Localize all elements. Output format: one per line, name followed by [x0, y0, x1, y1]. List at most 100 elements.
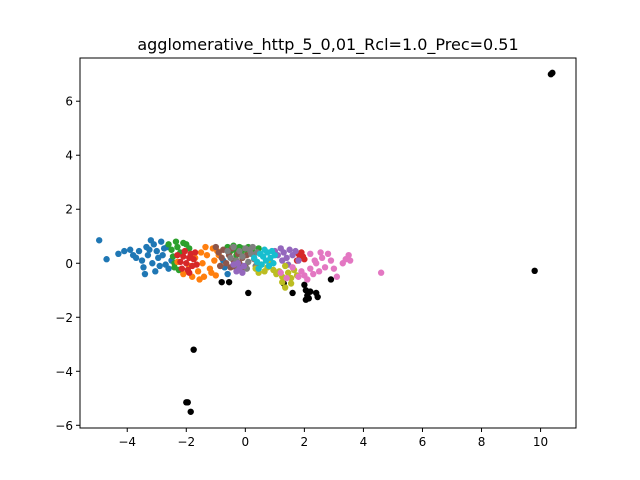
y-tick-label: −4 [55, 365, 73, 379]
data-point [295, 257, 302, 264]
y-tick-label: 2 [65, 203, 73, 217]
series-4 [174, 247, 308, 276]
data-point [333, 273, 341, 280]
data-point [212, 243, 220, 251]
data-point [184, 399, 191, 406]
data-point [281, 262, 289, 270]
data-point [181, 247, 189, 255]
x-tick-label: 6 [419, 435, 427, 449]
data-point [135, 247, 143, 255]
data-point [239, 253, 246, 260]
data-point [174, 243, 181, 251]
x-tick-label: 8 [478, 435, 486, 449]
data-point [295, 273, 302, 280]
data-point [283, 274, 290, 282]
data-point [547, 71, 555, 78]
data-point [121, 247, 128, 255]
data-point [140, 264, 147, 271]
data-point [191, 249, 199, 256]
data-point [289, 264, 296, 271]
data-point [194, 268, 202, 275]
data-point [199, 260, 206, 267]
plot-frame [79, 57, 577, 429]
data-point [115, 250, 122, 258]
data-point [172, 238, 180, 245]
data-point [317, 249, 324, 256]
data-point [314, 293, 321, 301]
y-tick-label: 6 [65, 95, 73, 109]
data-point [178, 265, 186, 272]
data-point [531, 267, 538, 275]
data-point [157, 238, 165, 245]
y-tick-label: −6 [55, 419, 73, 433]
data-point [190, 256, 197, 263]
data-point [280, 249, 287, 256]
data-point [146, 246, 153, 253]
data-point [225, 278, 233, 286]
data-point [190, 346, 197, 353]
data-point [153, 247, 160, 255]
data-point [186, 269, 193, 276]
data-point [289, 289, 296, 297]
data-point [217, 262, 224, 270]
chart-title: agglomerative_http_5_0,01_Rcl=1.0_Prec=0… [137, 35, 518, 55]
data-point [287, 280, 295, 287]
data-point [239, 269, 246, 276]
data-point [227, 254, 234, 262]
data-point [126, 246, 134, 253]
x-tick-label: 10 [533, 435, 548, 449]
data-point [165, 265, 172, 272]
data-point [196, 276, 203, 283]
data-point [327, 257, 335, 264]
data-point [330, 265, 338, 272]
data-point [149, 260, 156, 267]
data-point [218, 254, 225, 262]
data-point [180, 270, 187, 278]
data-point [310, 270, 317, 278]
data-point [346, 257, 354, 264]
data-point [138, 257, 146, 264]
data-point [311, 257, 318, 264]
series-9 [250, 246, 279, 272]
data-point [177, 258, 184, 266]
data-point [187, 408, 194, 415]
data-point [324, 250, 332, 258]
data-point [224, 270, 231, 278]
data-point [202, 243, 209, 251]
data-point [208, 269, 215, 276]
data-point [240, 262, 248, 270]
data-point [174, 251, 181, 259]
data-point [281, 284, 289, 291]
data-point [224, 247, 231, 255]
data-point [180, 253, 187, 260]
data-point [197, 249, 205, 256]
data-point [165, 241, 172, 248]
x-axis-ticks: −4 −2 0 2 4 6 8 10 [118, 428, 548, 449]
data-point [183, 260, 190, 267]
data-point [279, 257, 286, 264]
x-tick-label: 0 [242, 435, 250, 449]
data-point [156, 262, 163, 270]
data-point [230, 243, 237, 251]
x-tick-label: 4 [360, 435, 368, 449]
data-point [218, 278, 225, 286]
data-point [95, 237, 103, 244]
data-point [246, 246, 253, 253]
data-point [292, 247, 299, 255]
data-point [270, 260, 277, 267]
x-tick-label: −4 [118, 435, 136, 449]
data-point [160, 245, 168, 252]
data-point [245, 258, 252, 266]
data-point [150, 241, 158, 248]
data-point [284, 269, 292, 276]
data-point [315, 268, 323, 275]
data-point [222, 260, 230, 267]
data-points [95, 69, 556, 415]
data-point [255, 265, 262, 272]
data-point [141, 270, 149, 278]
data-point [203, 251, 211, 259]
x-tick-label: 2 [301, 435, 309, 449]
data-point [103, 256, 110, 263]
data-point [279, 278, 286, 286]
data-point [132, 254, 140, 262]
